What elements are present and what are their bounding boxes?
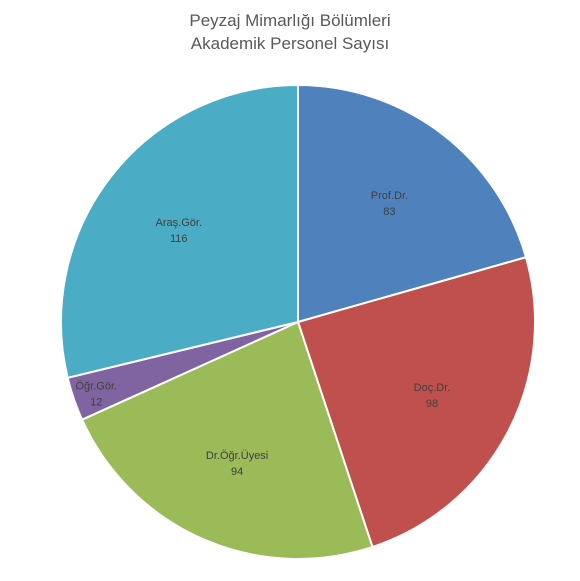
data-label-value: 12 xyxy=(90,396,102,408)
data-label-value: 94 xyxy=(231,466,243,478)
data-label-value: 83 xyxy=(383,206,395,218)
pie-slice xyxy=(80,320,374,560)
data-label-category: Prof.Dr. xyxy=(371,190,408,202)
chart-title: Peyzaj Mimarlığı Bölümleri xyxy=(189,11,390,30)
pie-slice xyxy=(296,256,536,549)
chart-subtitle: Akademik Personel Sayısı xyxy=(191,34,389,53)
data-label-category: Öğr.Gör. xyxy=(76,380,118,392)
data-label-value: 116 xyxy=(170,233,188,245)
data-label-category: Doç.Dr. xyxy=(414,382,451,394)
pie-slice xyxy=(60,83,299,380)
data-label-value: 98 xyxy=(426,398,438,410)
data-label-category: Araş.Gör. xyxy=(156,217,202,229)
data-label-category: Dr.Öğr.Üyesi xyxy=(206,450,268,462)
pie-slice xyxy=(297,83,528,324)
